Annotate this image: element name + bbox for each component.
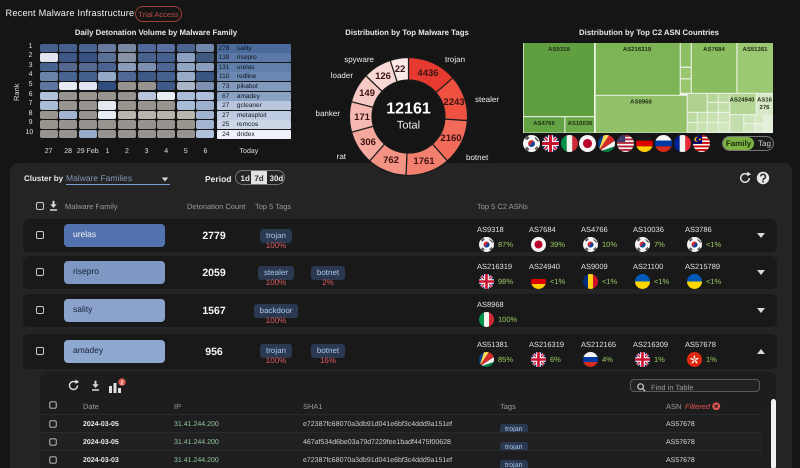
svg-text:AS16: AS16 (757, 97, 773, 104)
svg-text:AS9318: AS9318 (548, 46, 570, 53)
svg-text:spyware: spyware (344, 55, 374, 64)
svg-text:2243: 2243 (443, 97, 464, 108)
svg-text:762: 762 (383, 155, 399, 166)
svg-text:2160: 2160 (440, 133, 461, 144)
svg-text:loader: loader (331, 71, 354, 80)
svg-text:AS24940: AS24940 (729, 97, 755, 104)
svg-text:AS216319: AS216319 (623, 46, 652, 53)
svg-text:171: 171 (354, 112, 371, 123)
svg-text:AS8968: AS8968 (630, 99, 652, 106)
svg-text:stealer: stealer (475, 95, 499, 104)
svg-text:276: 276 (759, 104, 770, 111)
svg-text:306: 306 (360, 137, 376, 148)
svg-text:149: 149 (359, 88, 375, 99)
svg-text:rat: rat (337, 152, 347, 161)
svg-text:1761: 1761 (413, 156, 435, 167)
svg-text:12161: 12161 (386, 101, 431, 118)
svg-text:botnet: botnet (466, 153, 489, 162)
svg-text:AS51361: AS51361 (742, 46, 768, 53)
svg-text:AS4766: AS4766 (533, 120, 555, 127)
svg-text:AS7684: AS7684 (703, 46, 725, 53)
svg-text:22: 22 (395, 64, 406, 75)
svg-text:Total: Total (397, 120, 420, 132)
svg-text:banker: banker (316, 109, 341, 118)
svg-text:trojan: trojan (445, 55, 465, 64)
svg-text:2: 2 (120, 379, 124, 386)
svg-text:4436: 4436 (417, 68, 438, 79)
svg-text:AS10036: AS10036 (567, 120, 593, 127)
svg-text:126: 126 (375, 71, 391, 82)
